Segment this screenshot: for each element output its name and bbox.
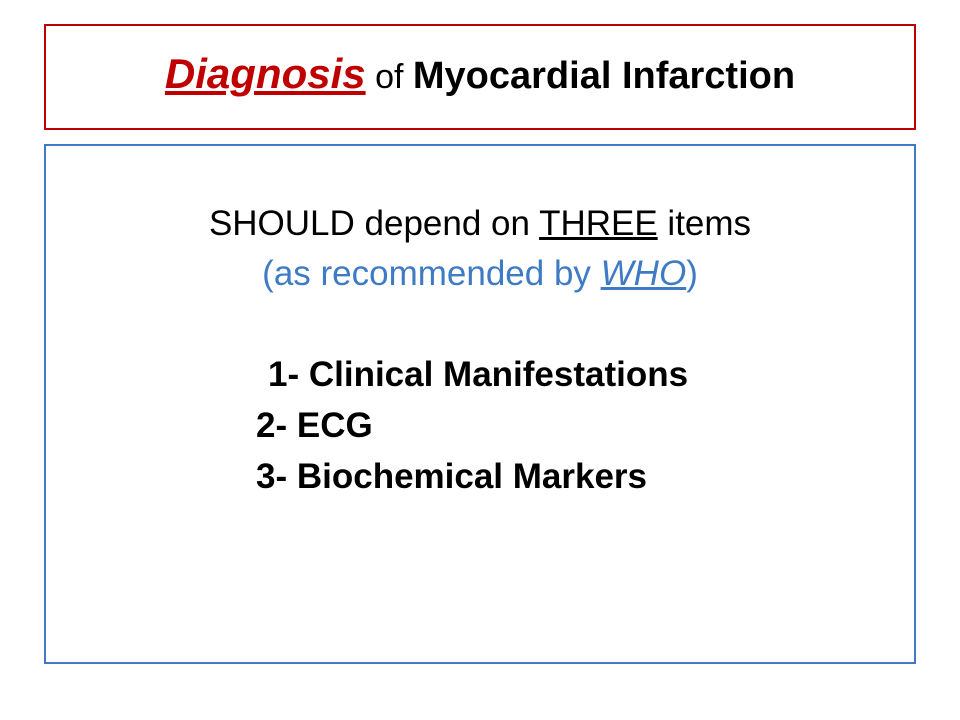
recommended-text: as recommended by [274, 254, 601, 293]
intro-line-1: SHOULD depend on THREE items [86, 204, 874, 244]
list-item-1: 1- Clinical Manifestations [268, 350, 874, 401]
content-panel: SHOULD depend on THREE items (as recomme… [44, 144, 916, 664]
intro-pre: SHOULD depend on [209, 204, 539, 243]
paren-open: ( [262, 254, 274, 293]
title-subject: Myocardial Infarction [413, 55, 795, 97]
paren-close: ) [686, 254, 698, 293]
who-label: WHO [601, 254, 687, 293]
title-panel: Diagnosis of Myocardial Infarction [44, 24, 916, 130]
list-item-3: 3- Biochemical Markers [256, 452, 874, 503]
title-main: Diagnosis [165, 50, 366, 97]
list-item-2: 2- ECG [256, 401, 874, 452]
intro-three: THREE [539, 204, 658, 243]
title-of: of [366, 58, 413, 96]
intro-post: items [658, 204, 751, 243]
intro-line-2: (as recommended by WHO) [86, 254, 874, 294]
